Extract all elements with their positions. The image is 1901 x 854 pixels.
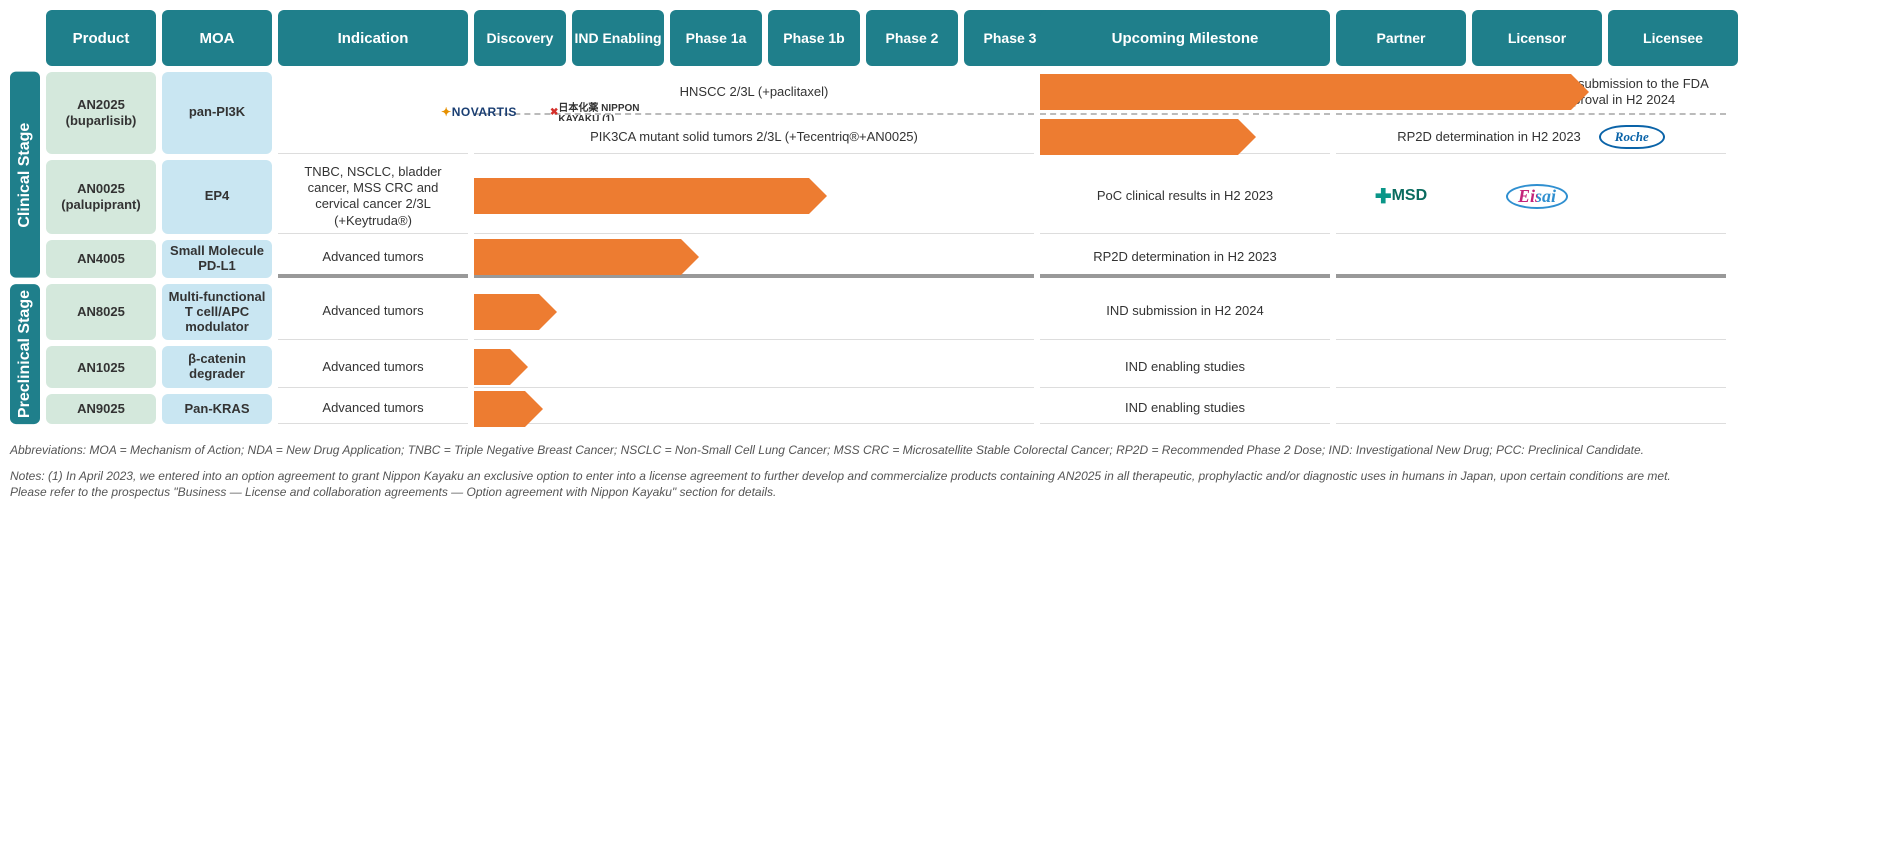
phase-1a: Phase 1a [670,10,762,66]
indication-an9025: Advanced tumors [278,394,468,423]
plp-headers: Partner Licensor Licensee [1336,10,1726,66]
product-an2025: AN2025 (buparlisib) [46,72,156,154]
corner-spacer [10,10,40,66]
phase-1b: Phase 1b [768,10,860,66]
product-an8025: AN8025 [46,284,156,341]
phase-discovery: Discovery [474,10,566,66]
progress-arrow-3 [474,239,681,275]
col-product: Product [46,10,156,66]
progress-arrow-1 [1040,119,1238,155]
col-moa: MOA [162,10,272,66]
col-licensor: Licensor [1472,10,1602,66]
licensor-eisai: Eisai [1506,184,1568,209]
note-1: Notes: (1) In April 2023, we entered int… [10,468,1710,500]
moa-ep4: EP4 [162,160,272,234]
progress-arrow-2 [474,178,809,214]
phase-track-2 [474,160,1034,234]
licensee-2 [1608,160,1738,233]
moa-bcatenin: β-catenin degrader [162,346,272,388]
phase-2: Phase 2 [866,10,958,66]
milestone-1: RP2D determination in H2 2023 [1397,129,1581,145]
indication-an1025: Advanced tumors [278,346,468,388]
preclinical-stage-label: Preclinical Stage [10,284,40,424]
milestone-4: IND submission in H2 2024 [1040,284,1330,341]
plp-6 [1336,394,1726,423]
plp-3 [1336,240,1726,278]
phase-track-4 [474,284,1034,341]
indication-an8025: Advanced tumors [278,284,468,341]
product-an9025: AN9025 [46,394,156,423]
moa-pdl1: Small Molecule PD-L1 [162,240,272,278]
partner-roche: Roche [1599,125,1665,149]
product-an1025: AN1025 [46,346,156,388]
partner-msd: MSD [1336,160,1466,233]
indication-tnbc: TNBC, NSCLC, bladder cancer, MSS CRC and… [278,160,468,234]
moa-panpi3k: pan-PI3K [162,72,272,154]
phase-track-3 [474,240,1034,278]
milestone-1-wrap: RP2D determination in H2 2023 Roche [1336,121,1726,154]
col-licensee: Licensee [1608,10,1738,66]
phase-ind-enabling: IND Enabling [572,10,664,66]
plp-4 [1336,284,1726,341]
phase-track-5 [474,346,1034,388]
product-an0025: AN0025 (palupiprant) [46,160,156,234]
phase-headers: Discovery IND Enabling Phase 1a Phase 1b… [474,10,1034,66]
col-partner: Partner [1336,10,1466,66]
indication-an4005: Advanced tumors [278,240,468,278]
pipeline-chart: Product MOA Indication Discovery IND Ena… [10,10,1891,424]
col-milestone: Upcoming Milestone [1040,10,1330,66]
milestone-5: IND enabling studies [1040,346,1330,388]
progress-arrow-0 [1040,74,1571,110]
plp-2: MSD Eisai [1336,160,1726,234]
clinical-stage-label: Clinical Stage [10,72,40,278]
milestone-2: PoC clinical results in H2 2023 [1040,160,1330,234]
plp-0: NOVARTIS 日本化薬 NIPPON KAYAKU (1) [278,72,468,154]
phase-track-1 [1040,121,1330,154]
moa-tcell: Multi-functional T cell/APC modulator [162,284,272,341]
progress-arrow-4 [474,294,539,330]
partner-0 [278,72,408,153]
progress-arrow-5 [474,349,510,385]
phase-track-0 [1040,72,1330,115]
product-an4005: AN4005 [46,240,156,278]
abbrev-note: Abbreviations: MOA = Mechanism of Action… [10,442,1710,458]
indication-pik3ca: PIK3CA mutant solid tumors 2/3L (+Tecent… [474,121,1034,154]
progress-arrow-6 [474,391,525,427]
plp-5 [1336,346,1726,388]
moa-pankras: Pan-KRAS [162,394,272,423]
col-indication: Indication [278,10,468,66]
milestone-6: IND enabling studies [1040,394,1330,423]
footnotes: Abbreviations: MOA = Mechanism of Action… [10,442,1710,501]
milestone-3: RP2D determination in H2 2023 [1040,240,1330,278]
phase-track-6 [474,394,1034,423]
